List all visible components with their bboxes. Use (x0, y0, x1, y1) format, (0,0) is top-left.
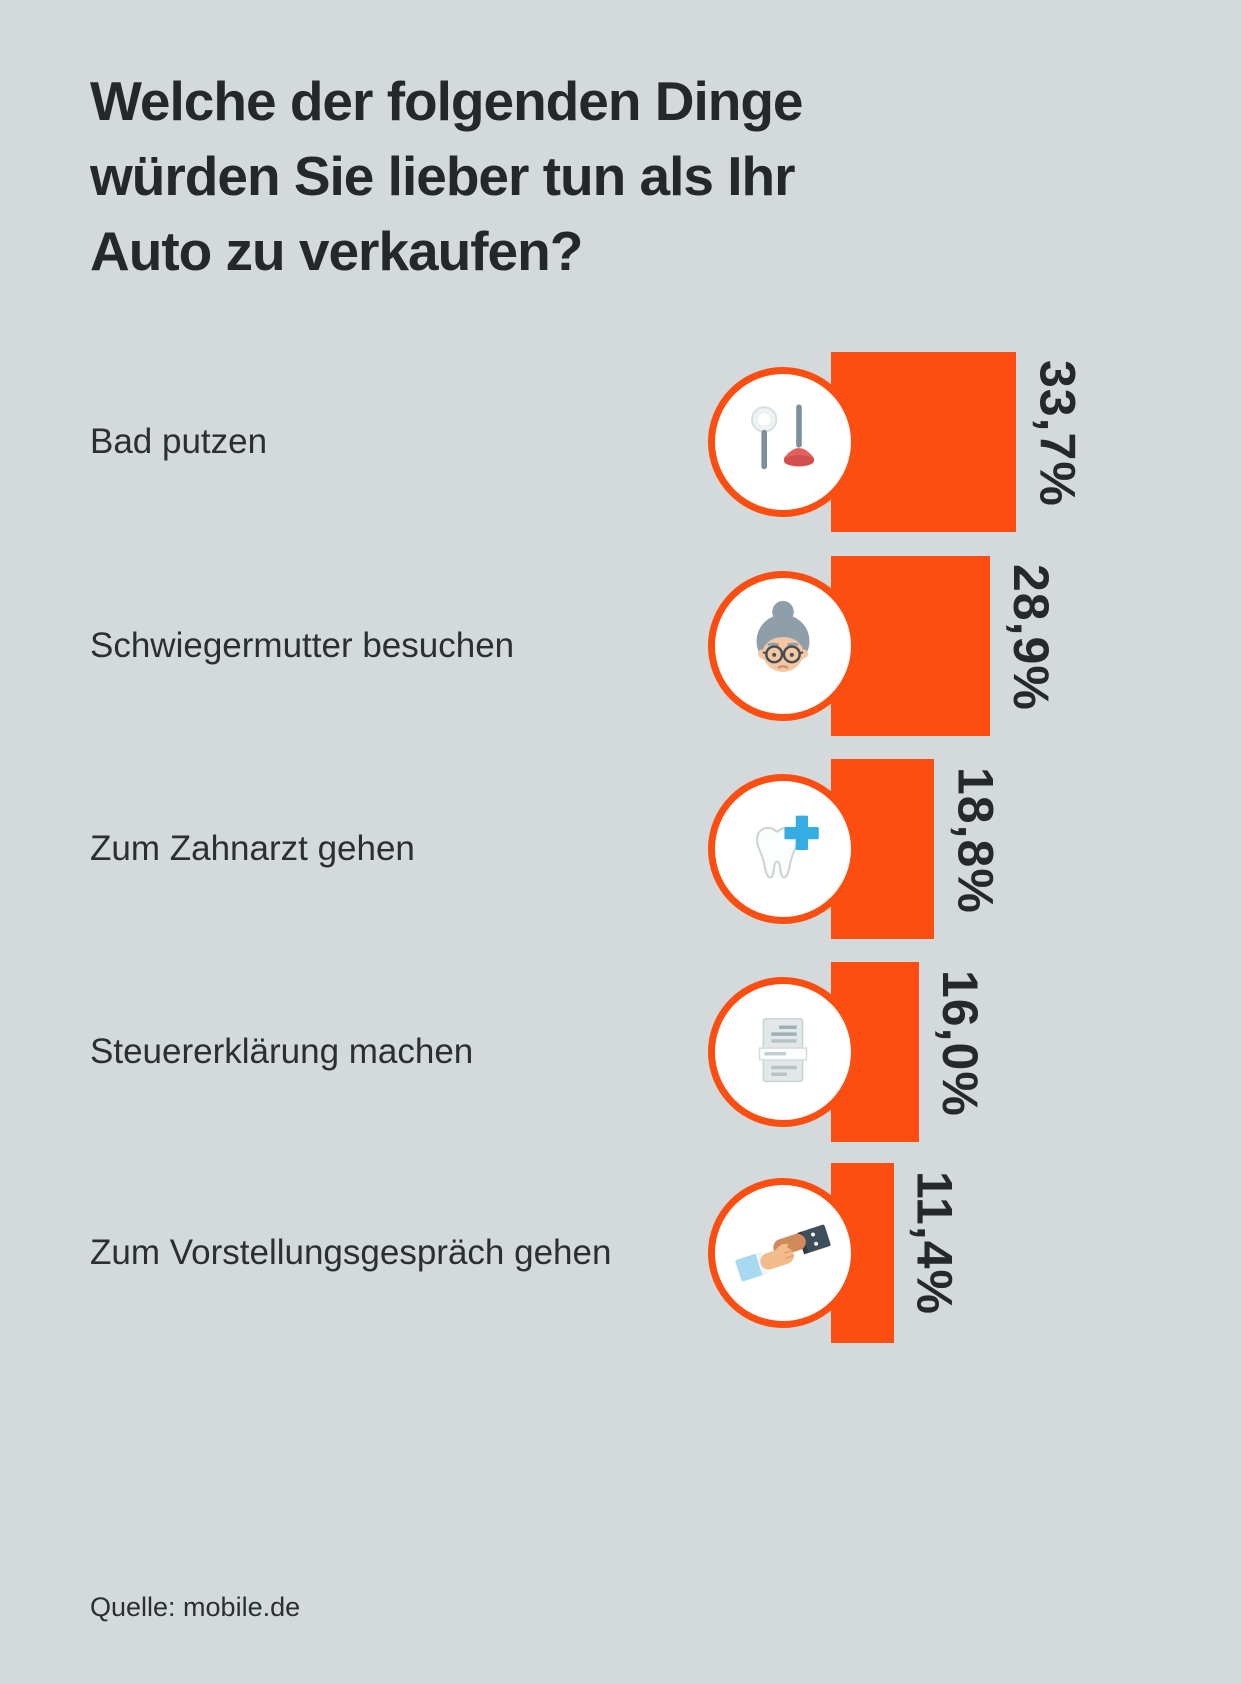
icon-circle (708, 1178, 858, 1328)
row-label: Bad putzen (90, 422, 268, 461)
source-note: Quelle: mobile.de (90, 1592, 301, 1622)
icon-circle (708, 774, 858, 924)
mother-in-law-icon (756, 600, 810, 672)
chart-row: Zum Zahnarzt gehen 18,8% (0, 759, 1241, 939)
handshake-icon (735, 1224, 831, 1282)
tax-document-icon (758, 1017, 808, 1083)
chart-row: Bad putzen 33,7% (0, 352, 1241, 532)
bar-value-label: 28,9% (1002, 564, 1059, 711)
row-label: Zum Zahnarzt gehen (90, 829, 415, 868)
toilet-brush-plunger-icon (751, 404, 815, 470)
chart-row: Steuererklärung machen 16,0% (0, 962, 1241, 1142)
bar-value-label: 11,4% (906, 1171, 963, 1316)
row-label: Schwiegermutter besuchen (90, 626, 515, 665)
bar-value-label: 16,0% (932, 970, 988, 1117)
chart-title-line-2: würden Sie lieber tun als Ihr (90, 145, 796, 207)
bar-value-label: 18,8% (947, 767, 1004, 914)
row-label: Steuererklärung machen (90, 1032, 474, 1071)
icon-circle (708, 977, 858, 1127)
chart-title-line-1: Welche der folgenden Dinge (90, 70, 804, 132)
icon-circle (708, 571, 858, 721)
tooth-dentist-icon (755, 815, 819, 879)
chart-title: Welche der folgenden Dinge würden Sie li… (90, 64, 950, 289)
row-label: Zum Vorstellungsgespräch gehen (90, 1233, 612, 1272)
chart-row: Schwiegermutter besuchen (0, 556, 1241, 736)
chart-row: Zum Vorstellungsgespräch gehen 11,4% (0, 1163, 1241, 1343)
bar (831, 352, 1017, 532)
bar-value-label: 33,7% (1029, 360, 1086, 507)
icon-circle (708, 367, 858, 517)
chart-title-line-3: Auto zu verkaufen? (90, 220, 583, 282)
